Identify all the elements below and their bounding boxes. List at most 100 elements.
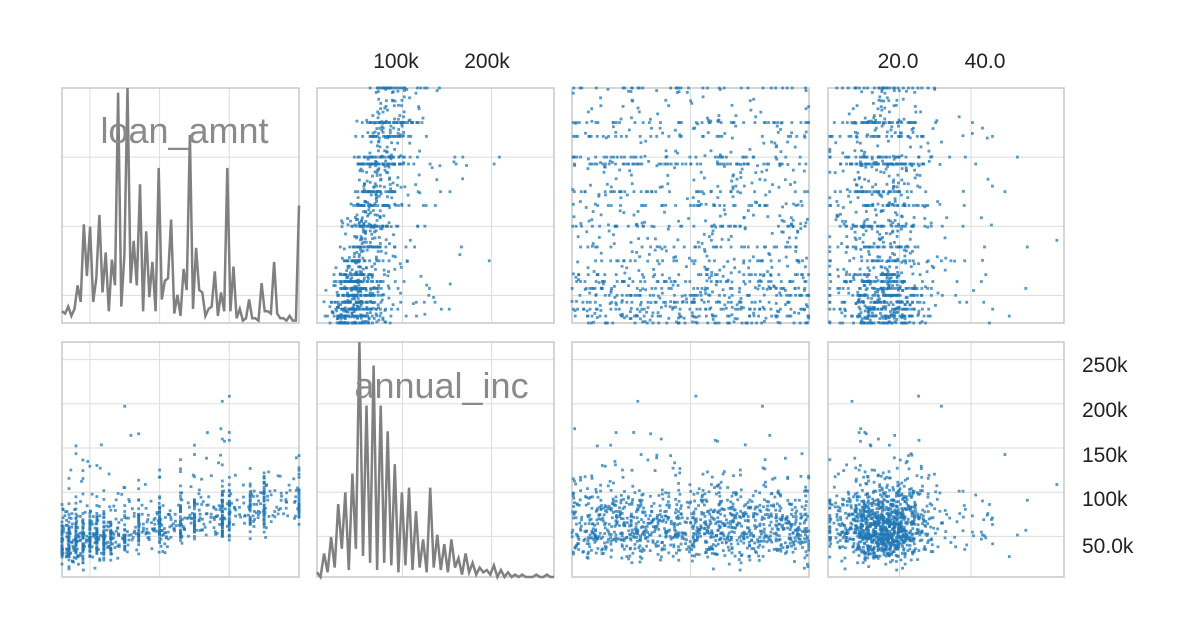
scatter-point (806, 489, 809, 493)
scatter-point (852, 224, 855, 228)
scatter-point (739, 300, 743, 304)
scatter-point (142, 526, 145, 530)
panel-frame (827, 341, 1065, 578)
scatter-point (775, 533, 779, 537)
scatter-point (220, 532, 224, 536)
scatter-point (758, 279, 762, 283)
scatter-point (609, 245, 613, 249)
scatter-point (227, 516, 231, 520)
scatter-point (719, 190, 722, 194)
scatter-point (368, 165, 372, 169)
scatter-point (179, 518, 182, 521)
scatter-point (912, 293, 916, 297)
scatter-point (860, 164, 864, 168)
scatter-point (750, 273, 753, 277)
scatter-point (279, 507, 282, 510)
scatter-point (594, 280, 598, 283)
scatter-point (363, 307, 367, 311)
scatter-point (748, 259, 752, 263)
scatter-point (134, 532, 138, 536)
scatter-point (383, 135, 387, 139)
scatter-point (920, 307, 924, 311)
panel-frame (316, 341, 555, 578)
tick-label-50k: 50.0k (1082, 535, 1134, 558)
scatter-point (360, 250, 364, 254)
scatter-point (793, 190, 797, 194)
scatter-point (858, 155, 862, 159)
scatter-point (841, 151, 845, 155)
scatter-point (580, 224, 583, 228)
density-line-annual-inc (315, 341, 554, 581)
scatter-point (220, 492, 224, 496)
scatter-point (370, 314, 374, 318)
scatter-point (904, 166, 908, 170)
scatter-point (747, 204, 751, 207)
scatter-point (871, 162, 875, 166)
scatter-point (878, 321, 882, 325)
scatter-point (242, 495, 245, 499)
scatter-point (620, 314, 624, 318)
scatter-point (350, 224, 354, 228)
scatter-point (788, 245, 792, 249)
scatter-point (800, 452, 804, 456)
scatter-point (961, 189, 965, 193)
scatter-point (114, 540, 118, 544)
scatter-point (677, 510, 680, 513)
scatter-point (575, 300, 578, 303)
scatter-point (571, 188, 575, 191)
scatter-point (718, 214, 722, 218)
scatter-point (655, 164, 659, 168)
scatter-point (901, 307, 905, 311)
scatter-point (69, 517, 73, 520)
scatter-point (653, 248, 657, 252)
scatter-point (121, 537, 125, 541)
scatter-point (609, 259, 613, 263)
scatter-point (807, 273, 810, 277)
scatter-point (641, 547, 645, 551)
scatter-point (695, 307, 699, 311)
scatter-point (763, 467, 767, 471)
scatter-point (595, 518, 599, 522)
scatter-point (497, 155, 501, 159)
scatter-point (912, 216, 916, 219)
scatter-point (888, 121, 892, 124)
scatter-point (248, 522, 252, 525)
scatter-point (262, 503, 266, 507)
scatter-point (372, 185, 376, 189)
scatter-point (373, 300, 377, 304)
scatter-point (376, 168, 380, 172)
scatter-point (696, 240, 700, 244)
scatter-point (396, 131, 400, 135)
scatter-point (888, 273, 892, 277)
scatter-point (728, 287, 732, 290)
scatter-point (913, 284, 917, 288)
scatter-point (248, 537, 252, 541)
scatter-point (214, 532, 217, 536)
scatter-point (84, 540, 88, 544)
scatter-point (132, 511, 136, 515)
scatter-point (887, 286, 891, 289)
scatter-point (872, 121, 876, 124)
scatter-point (423, 312, 427, 316)
scatter-point (262, 530, 266, 534)
scatter-point (137, 539, 141, 543)
scatter-point (198, 516, 202, 520)
scatter-point (630, 300, 634, 304)
scatter-point (357, 265, 361, 269)
scatter-point (65, 531, 69, 535)
scatter-point (892, 316, 896, 320)
scatter-point (150, 547, 154, 551)
scatter-point (130, 507, 134, 511)
scatter-point (786, 140, 789, 144)
scatter-point (895, 318, 899, 321)
scatter-point (350, 321, 354, 325)
scatter-point (908, 320, 912, 324)
scatter-point (742, 273, 746, 277)
scatter-point (629, 310, 632, 313)
scatter-point (926, 259, 930, 263)
scatter-point (375, 160, 379, 164)
scatter-point (97, 538, 101, 541)
scatter-point (394, 121, 397, 124)
scatter-point (708, 307, 712, 311)
scatter-point (856, 190, 860, 194)
